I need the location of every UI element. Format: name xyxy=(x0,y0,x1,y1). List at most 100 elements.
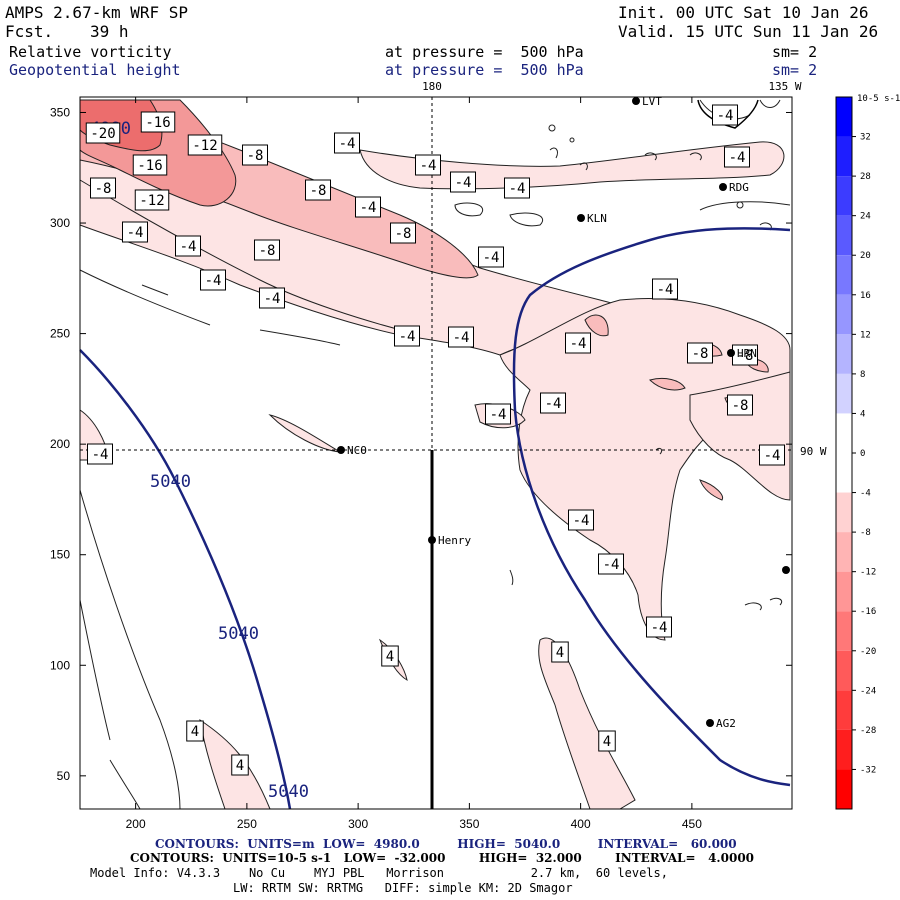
vorticity-label-text: -4 xyxy=(127,225,144,241)
station-dot xyxy=(337,446,345,454)
colorbar-segment xyxy=(836,492,852,533)
vorticity-label: -4 xyxy=(652,278,678,300)
station-henry: Henry xyxy=(428,534,471,547)
station-dot xyxy=(706,719,714,727)
field2-name: Geopotential height xyxy=(9,61,181,79)
vorticity-label: -8 xyxy=(254,239,280,261)
vorticity-label: -8 xyxy=(687,342,713,364)
colorbar-tick-label: -24 xyxy=(860,686,876,696)
vorticity-label: -4 xyxy=(759,444,785,466)
vorticity-label-text: -4 xyxy=(657,282,674,298)
colorbar-segment xyxy=(836,373,852,414)
colorbar-segment xyxy=(836,97,852,137)
vorticity-label: -4 xyxy=(712,104,738,126)
vorticity-label: -20 xyxy=(85,122,121,144)
colorbar-segment xyxy=(836,650,852,691)
colorbar-tick-label: -12 xyxy=(860,568,876,578)
vorticity-labels: -20 -16 -16 -12 -12 -8 -8 -8 -8 -8 -8 -8 -8 -4 -4 -4 -4 -… xyxy=(85,104,785,776)
vorticity-label-text: -4 xyxy=(205,273,222,289)
footer-height-contours: CONTOURS: UNITS=m LOW= 4980.0 HIGH= 5040… xyxy=(155,837,737,851)
init-time: Init. 00 UTC Sat 10 Jan 26 xyxy=(618,3,869,22)
colorbar-segment xyxy=(836,453,852,493)
x-tick-label: 300 xyxy=(348,817,368,831)
y-tick-label: 150 xyxy=(50,548,70,562)
vorticity-label: -4 xyxy=(334,132,360,154)
vorticity-label: -4 xyxy=(565,332,591,354)
x-tick-label: 250 xyxy=(237,817,257,831)
parallel-90w-label: 90 W xyxy=(800,445,827,458)
station-dot xyxy=(727,349,735,357)
vorticity-label-text: -4 xyxy=(453,330,470,346)
vorticity-label-text: -4 xyxy=(490,407,507,423)
valid-time: Valid. 15 UTC Sun 11 Jan 26 xyxy=(618,22,879,41)
station-nco: NCO xyxy=(337,444,367,457)
station-label: HRN xyxy=(737,347,757,360)
vorticity-label: -4 xyxy=(87,443,113,465)
colorbar-tick-label: 12 xyxy=(860,330,871,340)
vorticity-label-text: -4 xyxy=(603,557,620,573)
station-label: KLN xyxy=(587,212,607,225)
vorticity-label-text: -8 xyxy=(310,183,327,199)
vorticity-label: -4 xyxy=(355,196,381,218)
forecast-label: Fcst. xyxy=(5,22,54,41)
vorticity-label-text: 4 xyxy=(191,724,199,740)
vorticity-positive-contours xyxy=(79,99,791,810)
vorticity-label-text: -8 xyxy=(692,346,709,362)
vorticity-label: -4 xyxy=(394,325,420,347)
y-tick-label: 50 xyxy=(57,769,71,783)
vorticity-label: -4 xyxy=(200,269,226,291)
x-tick-label: 200 xyxy=(126,817,146,831)
vorticity-label-text: -4 xyxy=(399,329,416,345)
meridian-180-label: 180 xyxy=(422,80,442,93)
field1-smooth: sm= 2 xyxy=(772,43,818,61)
vorticity-label-text: -4 xyxy=(360,200,377,216)
colorbar-units: 10-5 s-1 xyxy=(857,94,900,104)
vorticity-label-text: -8 xyxy=(259,243,276,259)
colorbar-tick-label: -16 xyxy=(860,607,876,617)
colorbar-segment xyxy=(836,532,852,572)
colorbar-tick-label: 20 xyxy=(860,251,871,261)
x-tick-label: 400 xyxy=(571,817,591,831)
station-lvt: LVT xyxy=(632,95,662,108)
colorbar-segment xyxy=(836,334,852,374)
colorbar-segment xyxy=(836,176,852,216)
forecast-value: 39 h xyxy=(90,22,129,41)
vorticity-label: 4 xyxy=(381,645,399,667)
vorticity-label-text: -4 xyxy=(420,158,437,174)
vorticity-label-text: 4 xyxy=(556,645,564,661)
height-contour-5040-east xyxy=(512,227,791,787)
plot-frame xyxy=(79,96,793,810)
height-contours xyxy=(79,227,791,810)
y-ticks: 50 100 150 200 250 300 350 xyxy=(50,105,792,783)
x-tick-label: 350 xyxy=(459,817,479,831)
field2-level: at pressure = 500 hPa xyxy=(385,61,584,79)
vorticity-label: -4 xyxy=(646,616,672,638)
vorticity-label-text: -4 xyxy=(729,150,746,166)
vorticity-label-text: -4 xyxy=(545,396,562,412)
colorbar-tick-label: -4 xyxy=(860,489,871,499)
vorticity-label: -8 xyxy=(727,394,753,416)
vorticity-label: -4 xyxy=(122,221,148,243)
colorbar-segment xyxy=(836,294,852,335)
height-label: 5040 xyxy=(218,624,259,644)
y-tick-label: 250 xyxy=(50,327,70,341)
station-dot xyxy=(632,97,640,105)
station-dot xyxy=(577,214,585,222)
vorticity-label-text: -4 xyxy=(651,620,668,636)
vorticity-label-text: -8 xyxy=(247,148,264,164)
reference-lines xyxy=(80,97,792,809)
vorticity-label-text: -20 xyxy=(90,126,115,142)
colorbar-tick-label: 8 xyxy=(860,370,865,380)
vorticity-label: -4 xyxy=(478,246,504,268)
field2-smooth: sm= 2 xyxy=(772,61,818,79)
station-ag2: AG2 xyxy=(706,717,736,730)
station-dot xyxy=(428,536,436,544)
colorbar-segment xyxy=(836,611,852,651)
vorticity-label-text: 4 xyxy=(386,649,394,665)
height-contour-top xyxy=(697,99,759,129)
station-dot xyxy=(719,183,727,191)
field1-level: at pressure = 500 hPa xyxy=(385,43,584,61)
vorticity-label-text: -8 xyxy=(732,398,749,414)
vorticity-label: -12 xyxy=(187,134,223,156)
